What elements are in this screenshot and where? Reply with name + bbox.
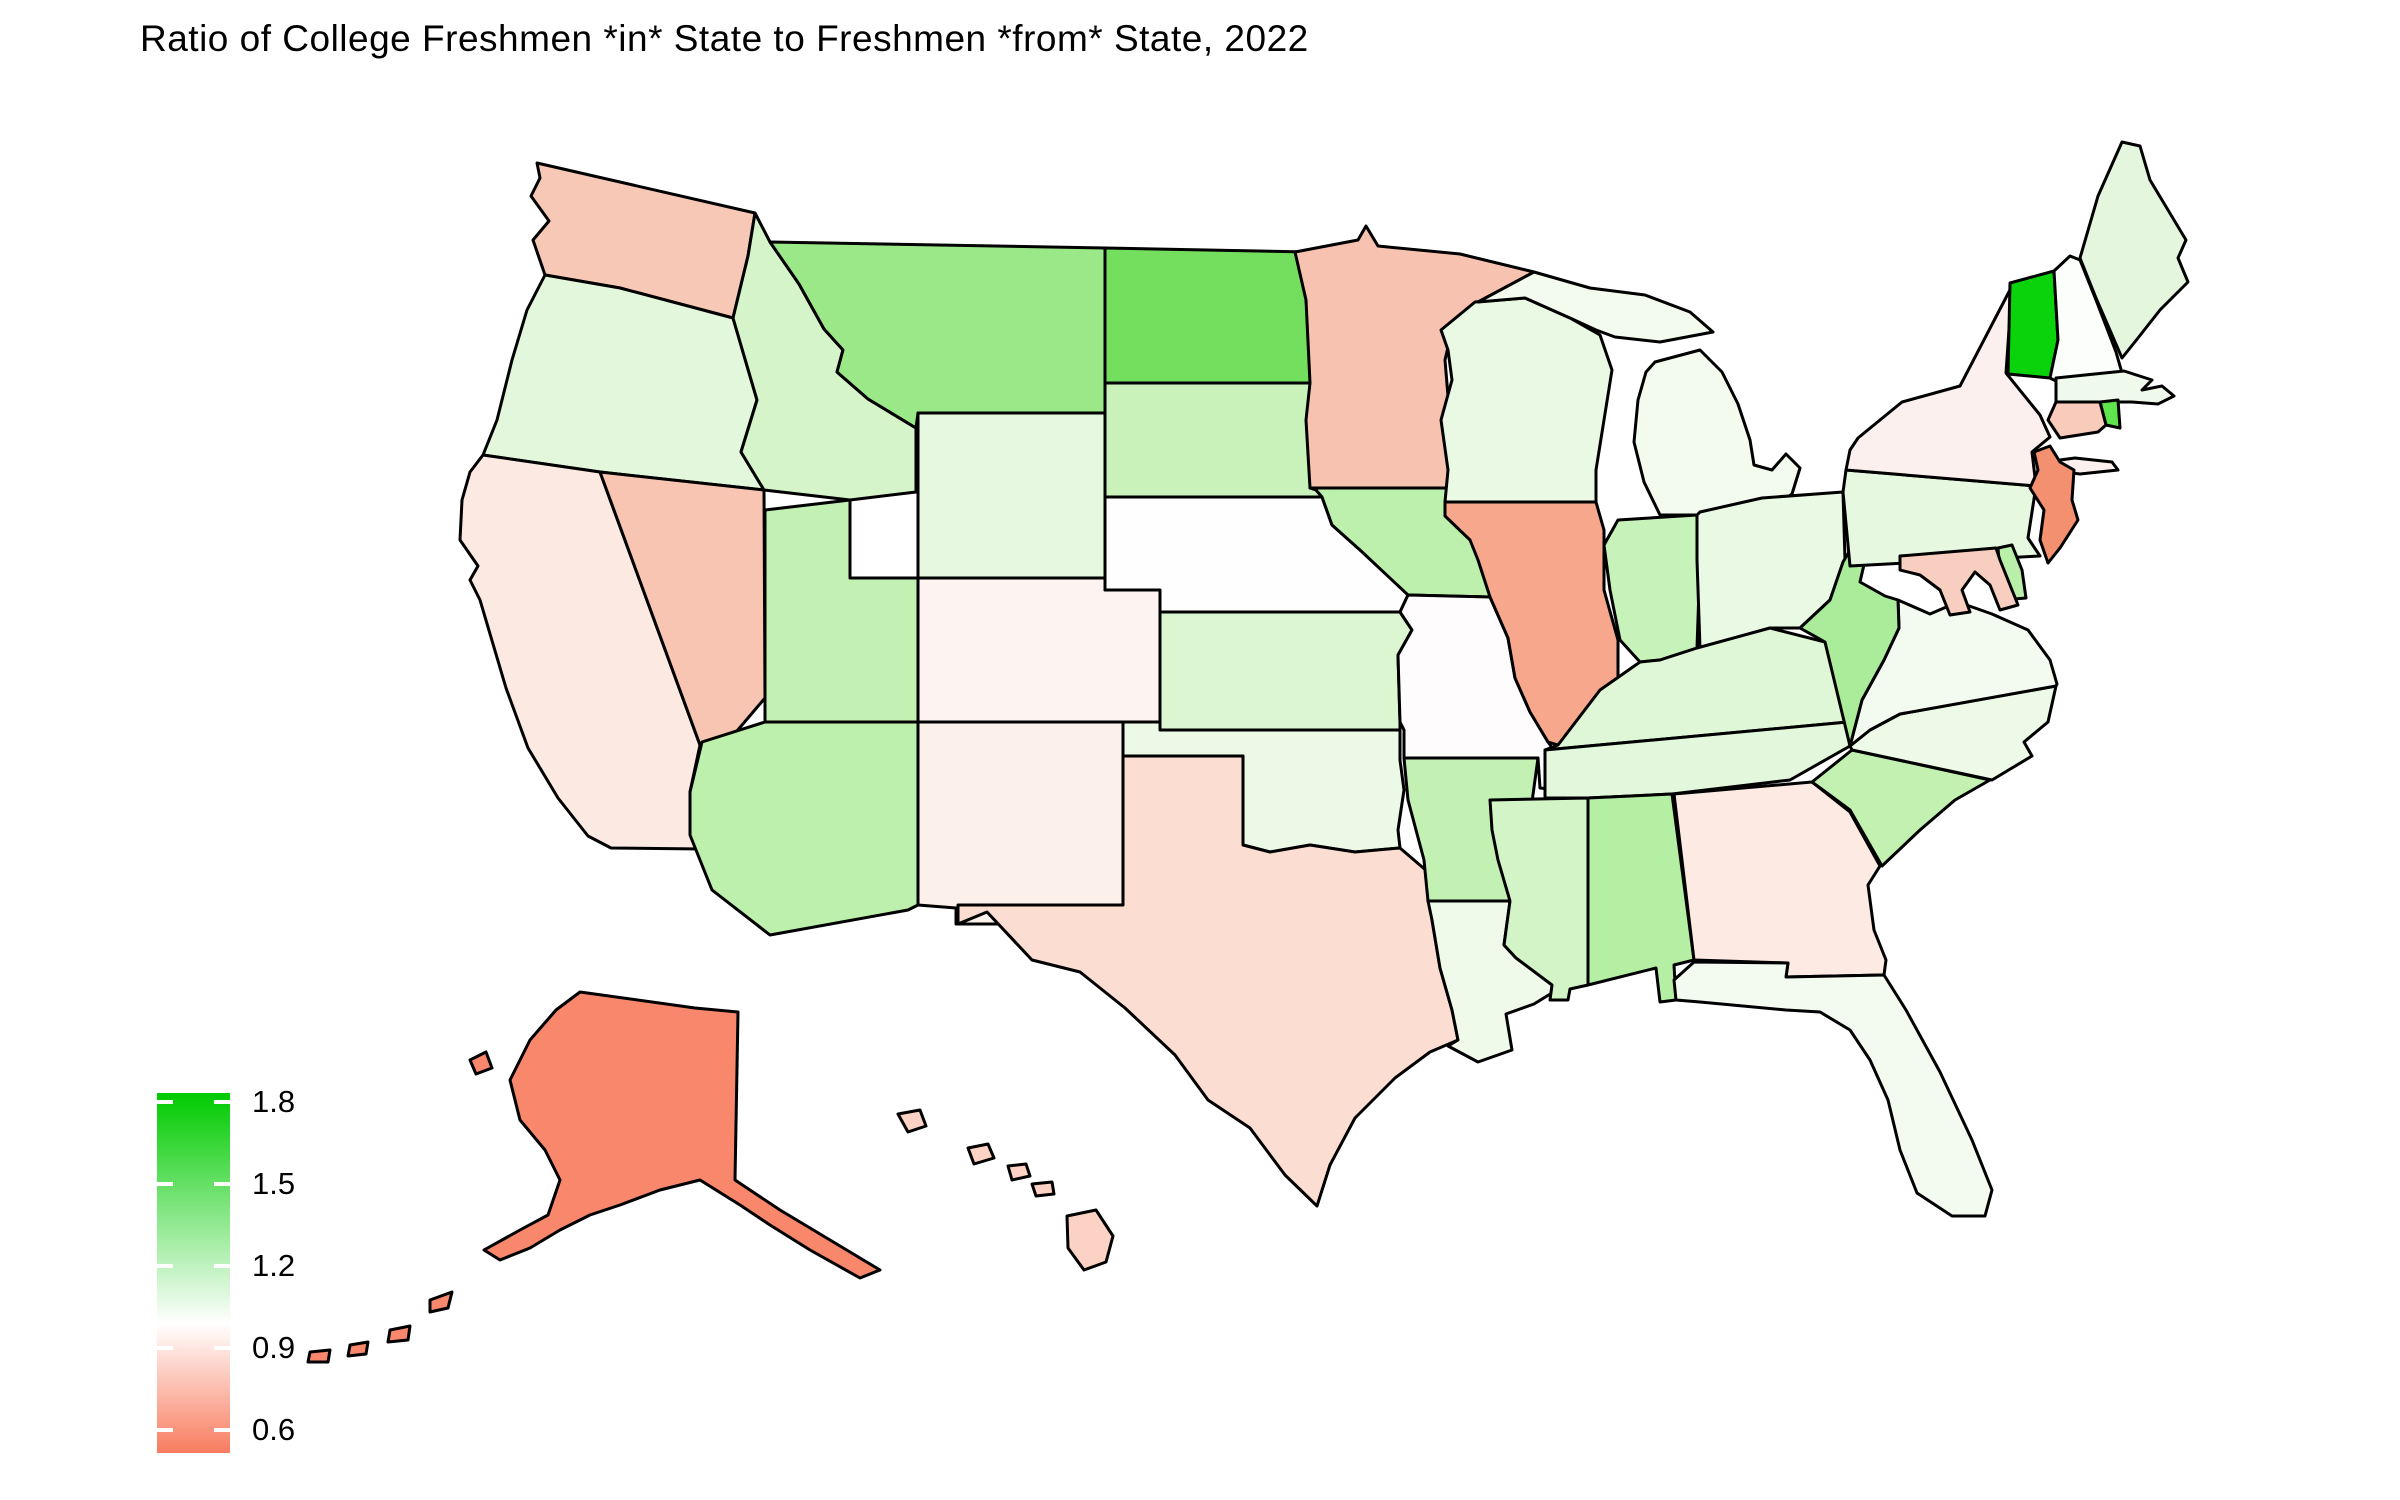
- state-hi: [1065, 1208, 1115, 1272]
- state-sd: [1103, 381, 1324, 499]
- state-sc: [1810, 748, 1992, 868]
- state-il: [1443, 500, 1620, 747]
- state-wy: [916, 411, 1107, 580]
- state-nh: [2048, 254, 2126, 385]
- state-hi: [896, 1108, 928, 1134]
- state-me: [2078, 140, 2190, 360]
- state-fl: [1672, 960, 1994, 1218]
- state-ks: [1158, 610, 1414, 732]
- legend-tickmark: [214, 1346, 230, 1350]
- state-md: [1898, 546, 2020, 617]
- state-ak: [482, 990, 882, 1280]
- state-tx: [956, 754, 1460, 1208]
- state-hi: [1030, 1180, 1056, 1198]
- legend-tick-label: 0.6: [252, 1412, 296, 1447]
- legend-tick-label: 0.9: [252, 1330, 296, 1365]
- legend-tickmark: [157, 1264, 173, 1268]
- legend-tickmark: [214, 1428, 230, 1432]
- state-vt: [2006, 269, 2060, 380]
- states-layer: [306, 140, 2190, 1364]
- state-nm: [916, 720, 1125, 926]
- state-ak: [468, 1050, 494, 1076]
- state-co: [916, 576, 1162, 724]
- legend-tick-label: 1.2: [252, 1248, 296, 1283]
- state-ak: [386, 1324, 412, 1344]
- legend-tickmark: [157, 1428, 173, 1432]
- state-ut: [763, 498, 920, 724]
- legend-colorbar: [157, 1093, 230, 1453]
- state-ct: [2046, 400, 2108, 440]
- legend-tickmark: [214, 1100, 230, 1104]
- legend: 1.8 1.5 1.2 0.9 0.6: [157, 1084, 457, 1453]
- state-wi: [1439, 296, 1614, 504]
- legend-tickmark: [157, 1182, 173, 1186]
- state-az: [688, 720, 920, 937]
- state-mn: [1293, 224, 1536, 490]
- legend-tickmark: [214, 1264, 230, 1268]
- state-nv: [598, 470, 767, 760]
- legend-tick-label: 1.8: [252, 1084, 296, 1119]
- state-ak: [306, 1348, 332, 1364]
- legend-tickmark: [157, 1100, 173, 1104]
- state-hi: [966, 1142, 996, 1166]
- state-ak: [346, 1340, 370, 1358]
- chart-title: Ratio of College Freshmen *in* State to …: [140, 18, 1309, 59]
- legend-tickmark: [214, 1182, 230, 1186]
- state-ak: [428, 1290, 454, 1314]
- legend-tick-label: 1.5: [252, 1166, 296, 1201]
- state-mi: [1476, 270, 1715, 344]
- state-nd: [1103, 246, 1314, 385]
- state-mi: [1632, 348, 1802, 517]
- state-nj: [2028, 444, 2080, 565]
- legend-labels: 1.8 1.5 1.2 0.9 0.6: [252, 1084, 372, 1453]
- state-ny: [1844, 284, 2052, 488]
- legend-tickmark: [157, 1346, 173, 1350]
- state-hi: [1006, 1162, 1032, 1182]
